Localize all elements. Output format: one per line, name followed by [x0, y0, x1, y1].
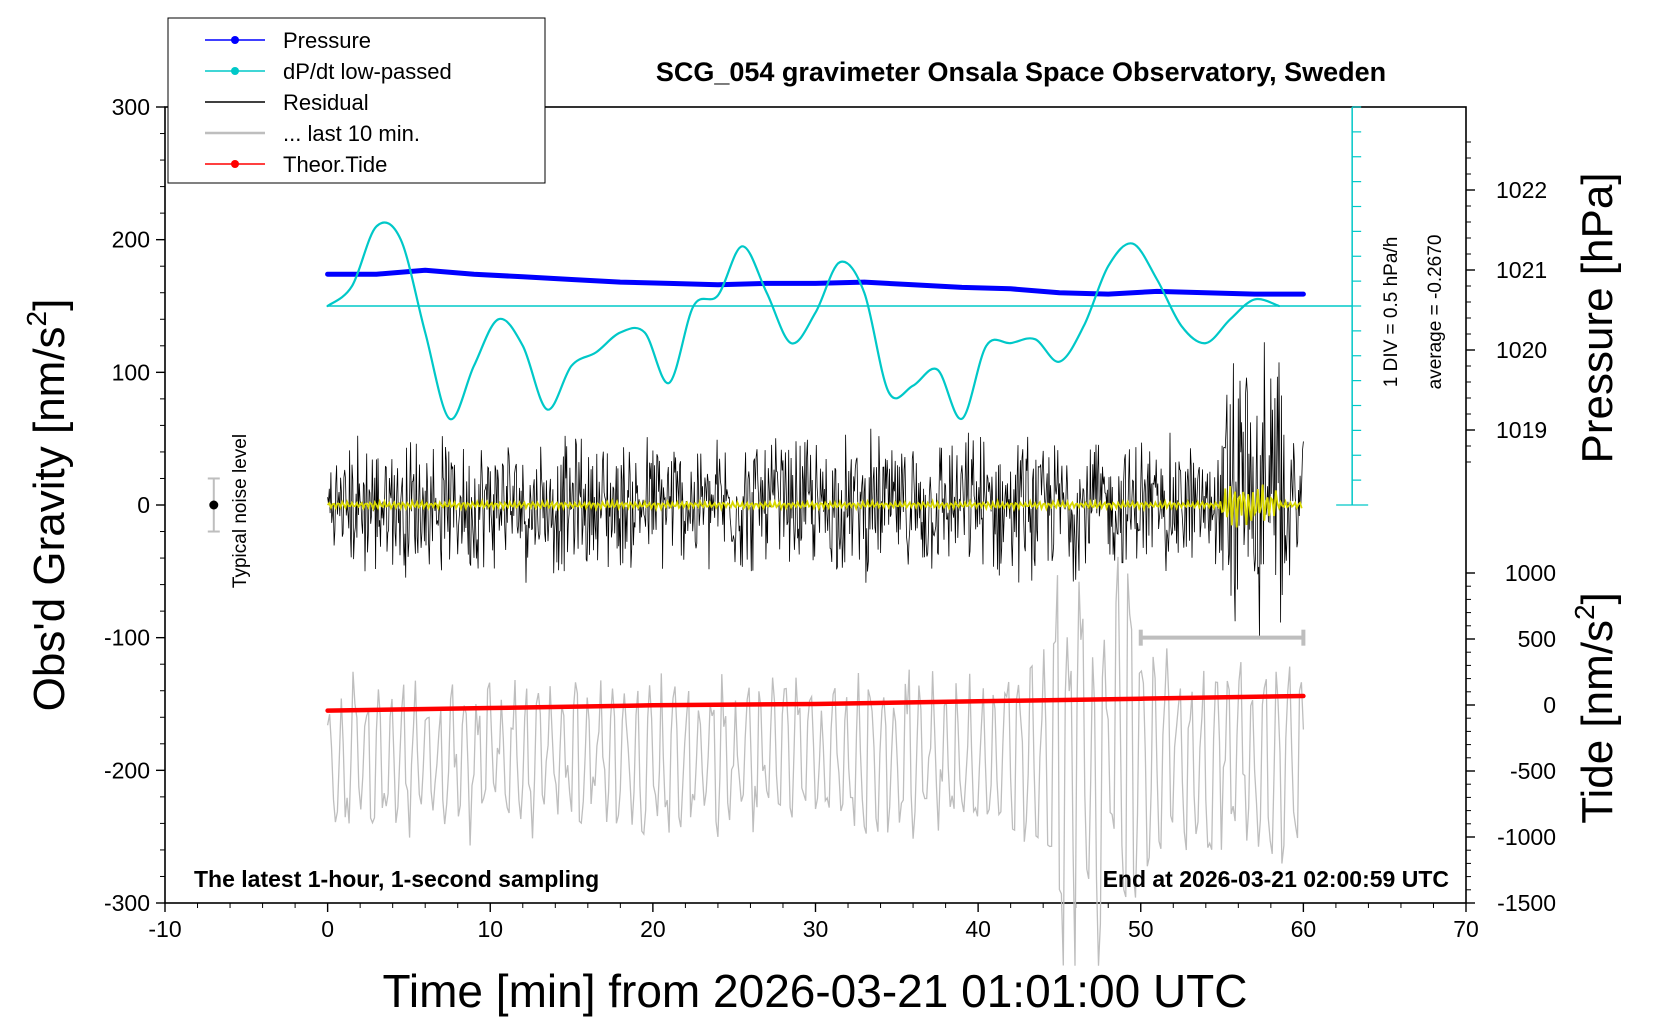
- legend-label-3: ... last 10 min.: [283, 121, 420, 146]
- series-residual: [327, 342, 1304, 639]
- noise-level-dot: [209, 500, 219, 510]
- x-tick-label-2: 10: [477, 916, 503, 942]
- x-tick-label-4: 30: [803, 916, 829, 942]
- pressure-tick-label-2: 1020: [1496, 337, 1547, 363]
- legend-box: [167, 17, 546, 184]
- average-label: average = -0.2670: [1425, 235, 1446, 390]
- series-last-10-min: [326, 556, 1305, 966]
- y-tick-label-1: 200: [112, 227, 150, 253]
- x-tick-label-8: 70: [1453, 916, 1479, 942]
- x-tick-label-3: 20: [640, 916, 666, 942]
- series-layer: [207, 106, 1369, 966]
- x-tick-label-7: 60: [1291, 916, 1317, 942]
- tide-tick-label-1: 500: [1518, 626, 1556, 652]
- tide-axis-title-sup: 2: [1569, 604, 1600, 620]
- chart-title: SCG_054 gravimeter Onsala Space Observat…: [656, 57, 1386, 87]
- div-scale-label: 1 DIV = 0.5 hPa/h: [1381, 237, 1402, 388]
- annotation-end-time: End at 2026-03-21 02:00:59 UTC: [1103, 866, 1449, 892]
- legend-marker-0: [231, 36, 239, 44]
- y-tick-label-5: -200: [104, 757, 150, 783]
- y-tick-label-6: -300: [104, 890, 150, 916]
- legend-items: Pressure dP/dt low-passed Residual ... last…: [205, 28, 452, 177]
- legend: Pressure dP/dt low-passed Residual ... last…: [167, 17, 546, 184]
- legend-marker-1: [231, 67, 239, 75]
- legend-label-2: Residual: [283, 90, 369, 115]
- pressure-tick-label-0: 1022: [1496, 177, 1547, 203]
- legend-marker-4: [231, 160, 239, 168]
- y-tick-label-2: 100: [112, 359, 150, 385]
- tide-tick-label-4: -1000: [1497, 824, 1556, 850]
- y-tick-label-0: 300: [112, 94, 150, 120]
- series-1: [326, 221, 1281, 421]
- x-tick-label-1: 0: [321, 916, 334, 942]
- annotation-sampling: The latest 1-hour, 1-second sampling: [194, 866, 599, 892]
- legend-label-4: Theor.Tide: [283, 152, 387, 177]
- axis-ticks: -10 0 10 20 30 40 50 60 703002001000-100-200-300…: [104, 94, 1556, 942]
- legend-label-1: dP/dt low-passed: [283, 59, 452, 84]
- tide-axis-title-close: ]: [1573, 592, 1622, 604]
- tide-axis-title: Tide [nm/s2]: [1569, 592, 1622, 824]
- left-y-axis-title-close: ]: [25, 299, 74, 311]
- pressure-axis-title: Pressure [hPa]: [1573, 172, 1622, 463]
- left-y-axis-title: Obs'd Gravity [nm/s2]: [21, 299, 74, 712]
- y-tick-label-4: -100: [104, 625, 150, 651]
- pressure-tick-label-3: 1019: [1496, 417, 1547, 443]
- series-2: [325, 693, 1306, 713]
- tide-tick-label-3: -500: [1510, 758, 1556, 784]
- series-residual-filtered: [326, 484, 1303, 528]
- y-tick-label-3: 0: [137, 492, 150, 518]
- x-tick-label-5: 40: [965, 916, 991, 942]
- x-axis-title: Time [min] from 2026-03-21 01:01:00 UTC: [383, 965, 1248, 1017]
- legend-label-0: Pressure: [283, 28, 371, 53]
- left-y-axis-title-sup: 2: [21, 311, 52, 327]
- x-tick-label-6: 50: [1128, 916, 1154, 942]
- x-tick-label-0: -10: [148, 916, 181, 942]
- tide-tick-label-0: 1000: [1505, 560, 1556, 586]
- pressure-tick-label-1: 1021: [1496, 257, 1547, 283]
- noise-level-label: Typical noise level: [230, 434, 251, 588]
- series-0: [325, 267, 1306, 297]
- tide-tick-label-5: -1500: [1497, 890, 1556, 916]
- tide-tick-label-2: 0: [1543, 692, 1556, 718]
